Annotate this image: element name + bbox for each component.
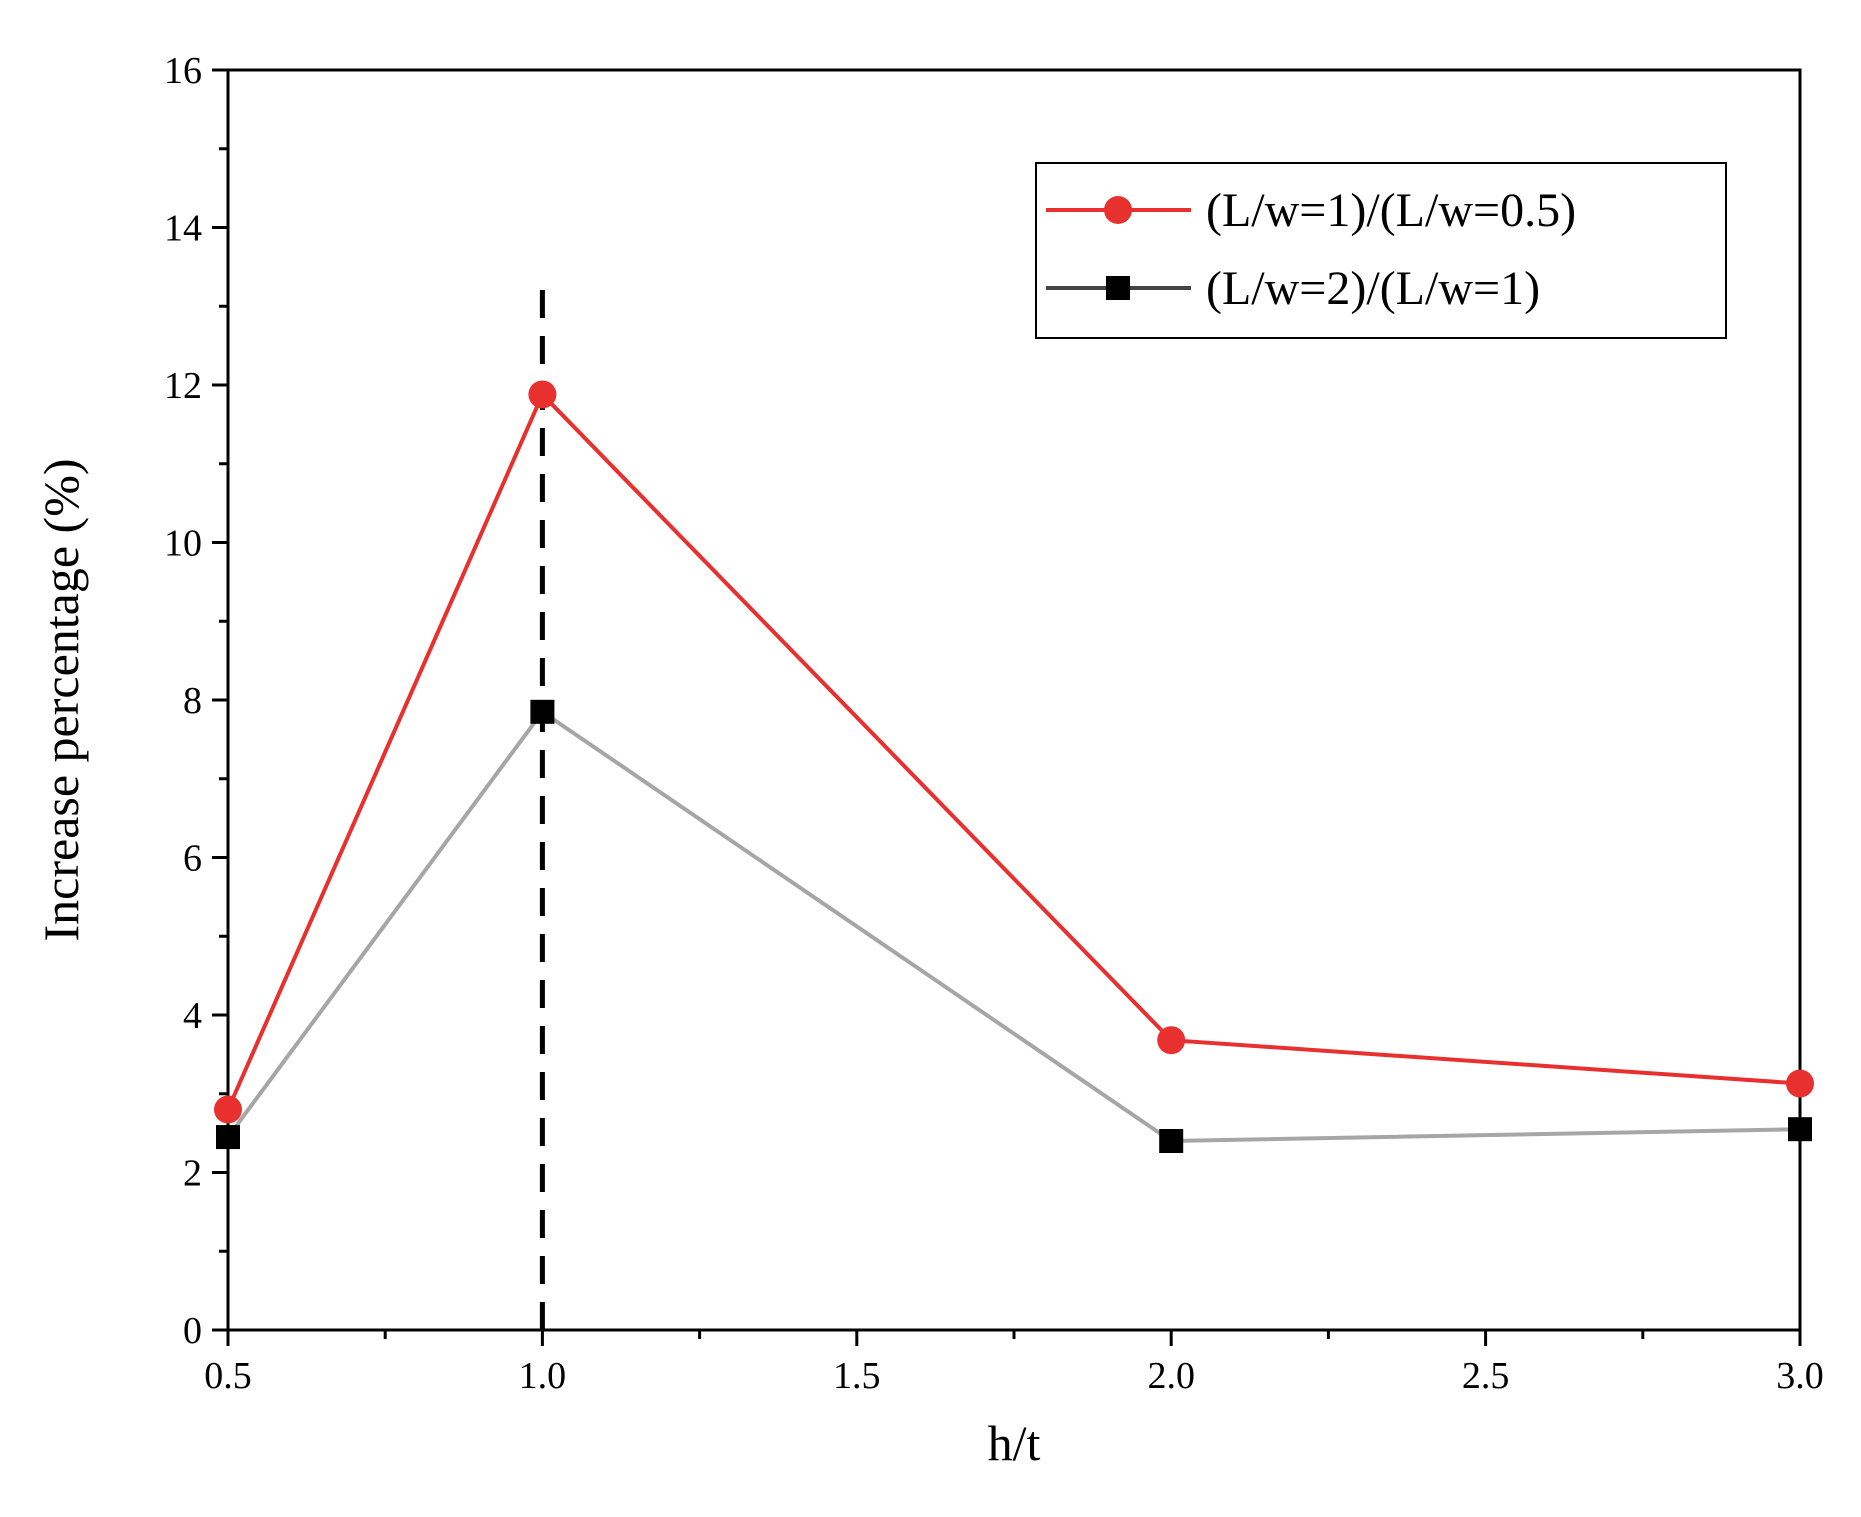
series-1-point — [214, 1095, 242, 1124]
series-1-point — [1157, 1026, 1186, 1055]
x-tick-label: 0.5 — [204, 1355, 252, 1397]
series-2-point — [216, 1125, 240, 1150]
series-2 — [216, 699, 1812, 1153]
series-1-point — [1786, 1069, 1814, 1098]
legend-marker — [1104, 196, 1132, 224]
legend-marker — [1106, 276, 1130, 300]
series-2-point — [1788, 1117, 1812, 1142]
y-tick-label: 8 — [183, 680, 202, 722]
y-tick-label: 2 — [183, 1153, 202, 1195]
legend: (L/w=1)/(L/w=0.5) (L/w=2)/(L/w=1) — [1035, 162, 1727, 339]
y-axis-title: Increase percentage (%) — [33, 459, 89, 942]
x-tick-label: 3.0 — [1776, 1355, 1824, 1397]
x-tick-label: 1.0 — [519, 1355, 567, 1397]
series-2-line — [226, 709, 1801, 1144]
y-tick-label: 16 — [164, 50, 202, 92]
x-axis-title: h/t — [988, 1415, 1041, 1471]
legend-label: (L/w=1)/(L/w=0.5) — [1206, 184, 1576, 237]
y-tick-label: 6 — [183, 838, 202, 880]
y-tick-label: 0 — [183, 1310, 202, 1352]
y-tick-label: 10 — [164, 523, 202, 565]
y-tick-label: 12 — [164, 365, 202, 407]
legend-box — [1035, 162, 1727, 339]
series-layer — [214, 380, 1814, 1153]
series-1 — [214, 380, 1814, 1124]
x-tick-label: 2.0 — [1147, 1355, 1195, 1397]
legend-item-1: (L/w=1)/(L/w=0.5) — [1046, 184, 1576, 237]
series-1-point — [528, 380, 557, 409]
y-tick-label: 4 — [183, 995, 202, 1037]
x-tick-label: 1.5 — [833, 1355, 881, 1397]
series-2-point — [530, 699, 555, 724]
y-tick-label: 14 — [164, 208, 202, 250]
x-tick-label: 2.5 — [1462, 1355, 1510, 1397]
legend-item-2: (L/w=2)/(L/w=1) — [1046, 262, 1540, 315]
series-2-point — [1159, 1129, 1184, 1153]
legend-label: (L/w=2)/(L/w=1) — [1206, 262, 1540, 315]
series-1-line — [226, 390, 1801, 1111]
axes-layer: 0.5 1.0 1.5 2.0 2.5 3.0 0 2 4 6 8 10 12 14 16 — [164, 50, 1824, 1397]
